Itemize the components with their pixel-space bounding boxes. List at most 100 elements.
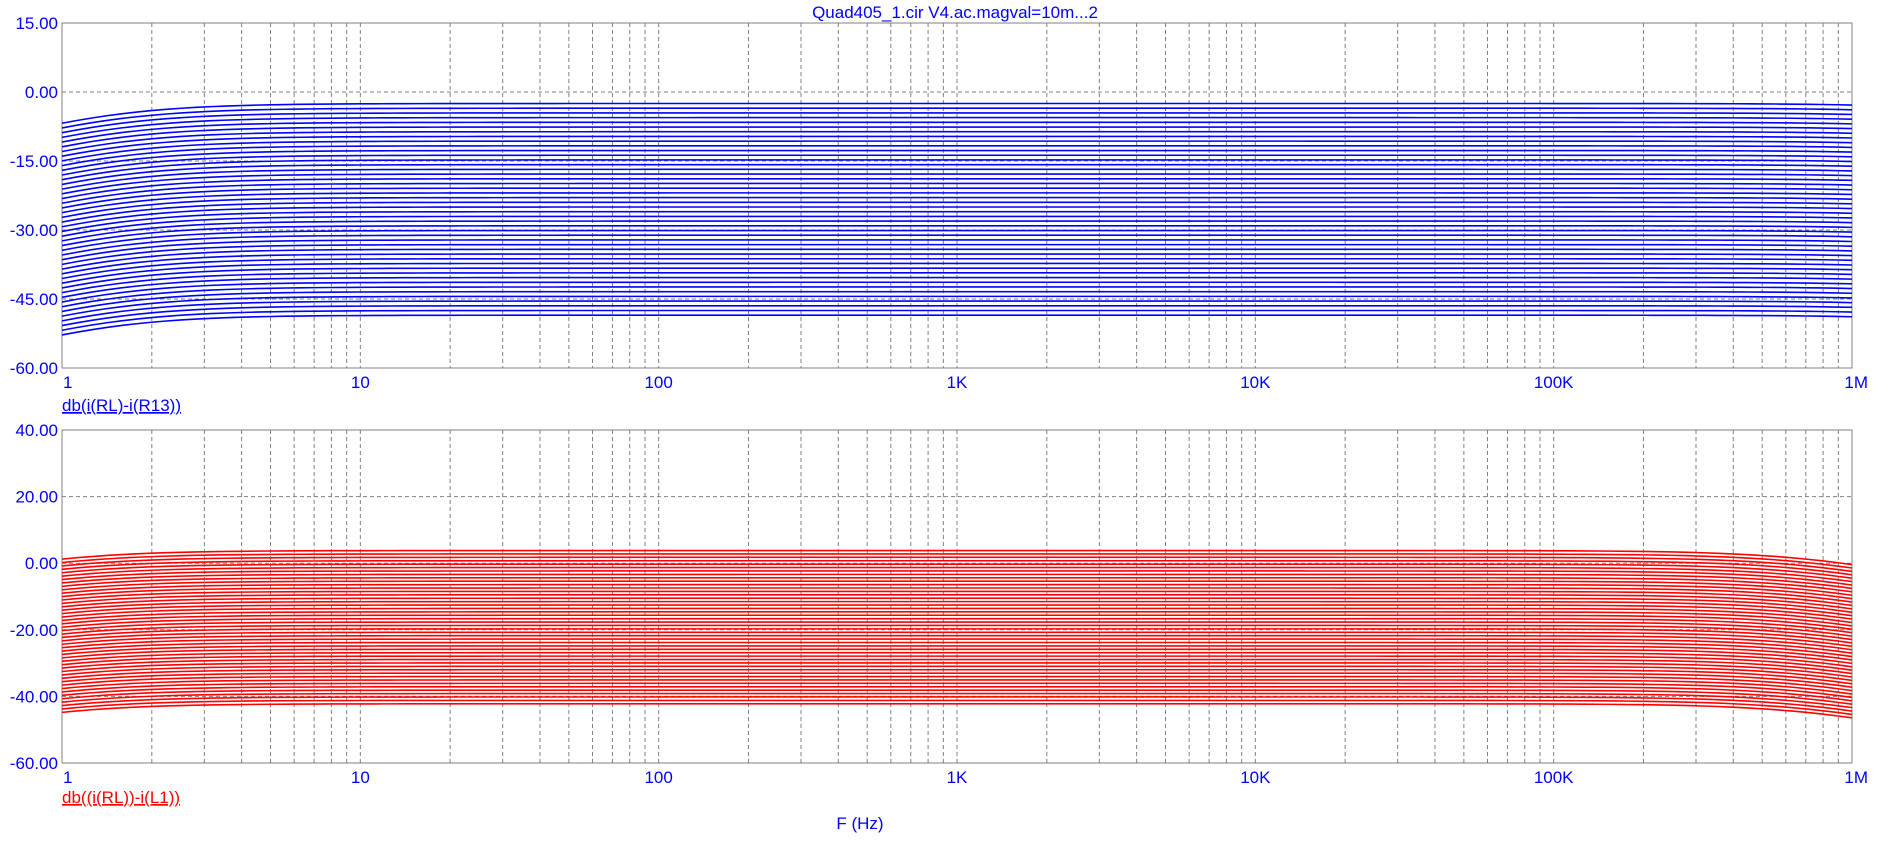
x-tick-label: 100K [1534,373,1574,392]
curve-line [61,685,1853,702]
curve-line [61,206,1853,228]
bottom-panel: 40.00 20.00 0.00 -20.00 -40.00 -60.00 1 10 100 1K… [10,421,1868,807]
curve-line [61,272,1853,294]
x-tick-label: 100 [644,768,672,787]
curve-line [61,107,1853,129]
curve-line [61,262,1853,285]
curve-line [61,243,1853,266]
y-tick-labels: 15.00 0.00 -15.00 -30.00 -45.00 -60.00 [10,14,58,378]
curve-line [61,196,1853,219]
y-tick-label: -15.00 [10,152,58,171]
curve-line [61,210,1853,233]
curve-line [61,248,1853,270]
curve-line [61,267,1853,289]
curve-line [61,566,1853,583]
curve-line [61,304,1853,327]
curve-line [61,621,1853,637]
curve-family [61,102,1853,336]
x-tick-label: 10 [351,373,370,392]
curve-line [61,651,1853,668]
curve-line [61,648,1853,665]
curve-line [61,201,1853,223]
curve-line [61,587,1853,603]
curve-line [61,220,1853,242]
curve-line [61,638,1853,654]
x-tick-labels: 1 10 100 1K 10K 100K 1M [63,373,1868,392]
x-tick-label: 1 [63,373,72,392]
curve-line [61,102,1853,125]
curve-line [61,116,1853,139]
curve-line [61,699,1853,716]
curve-line [61,573,1853,590]
plot-title: Quad405_1.cir V4.ac.magval=10m...2 [812,3,1098,22]
y-tick-label: 15.00 [15,14,58,33]
curve-line [61,187,1853,209]
curve-line [61,112,1853,134]
curve-line [61,309,1853,332]
curve-line [61,257,1853,280]
curve-line [61,168,1853,190]
curve-line [61,177,1853,200]
trace-label[interactable]: db((i(RL))-i(L1)) [62,788,180,807]
curve-line [61,604,1853,620]
curve-line [61,628,1853,644]
curve-line [61,580,1853,597]
curve-line [61,145,1853,167]
x-tick-label: 1M [1844,373,1868,392]
curve-line [61,655,1853,671]
curve-line [61,314,1853,336]
curve-line [61,631,1853,648]
curve-line [61,225,1853,247]
curve-line [61,182,1853,205]
top-panel: 15.000.00-15.00-30.00-45.00-60.001 10 100 1… [10,14,1868,415]
curve-line [61,553,1853,569]
curve-line [61,607,1853,624]
y-tick-label: 40.00 [15,421,58,440]
curve-line [61,600,1853,617]
curve-line [61,583,1853,600]
x-tick-label: 1M [1844,768,1868,787]
curve-line [61,159,1853,181]
curve-line [61,614,1853,631]
curve-line [61,679,1853,695]
curve-line [61,121,1853,143]
curve-line [61,300,1853,322]
x-tick-label: 1K [947,373,968,392]
y-tick-label: 0.00 [25,83,58,102]
curve-line [61,290,1853,313]
curve-line [61,597,1853,614]
y-tick-label: -20.00 [10,621,58,640]
x-tick-label: 10K [1240,373,1271,392]
curve-line [61,662,1853,678]
curve-line [61,295,1853,317]
curve-line [61,689,1853,706]
curve-line [61,154,1853,176]
curve-line [61,668,1853,685]
x-tick-label: 100 [644,373,672,392]
curve-line [61,617,1853,634]
y-tick-label: -40.00 [10,687,58,706]
x-tick-labels: 1 10 100 1K 10K 100K 1M [63,768,1868,787]
curve-line [61,696,1853,712]
curve-line [61,215,1853,237]
curve-line [61,229,1853,252]
y-tick-label: -60.00 [10,754,58,773]
curve-line [61,253,1853,275]
curve-line [61,286,1853,308]
trace-label[interactable]: db(i(RL)-i(R13)) [62,396,181,415]
curve-line [61,675,1853,692]
curve-line [61,126,1853,148]
y-tick-label: 0.00 [25,554,58,573]
curve-line [61,556,1853,573]
curve-line [61,135,1853,157]
x-axis-label: F (Hz) [836,814,883,833]
curve-line [61,576,1853,593]
curve-line [61,559,1853,576]
curve-line [61,149,1853,172]
curve-line [61,665,1853,682]
curve-family [61,549,1853,719]
curve-line [61,624,1853,641]
curve-line [61,641,1853,658]
curve-line [61,130,1853,153]
